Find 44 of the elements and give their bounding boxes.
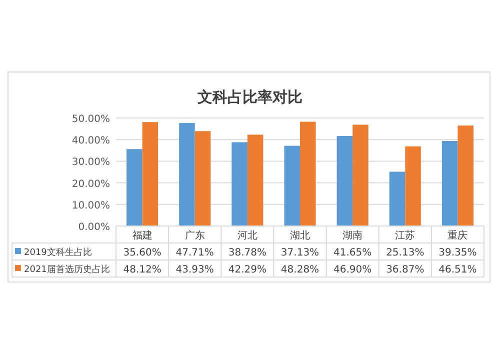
data-label: 36.87% xyxy=(386,264,424,276)
bar xyxy=(179,122,195,226)
bar xyxy=(247,134,264,226)
bar xyxy=(142,122,158,226)
bar xyxy=(232,142,248,226)
data-label: 39.35% xyxy=(438,248,477,258)
chart-title: 文科占比率对比 xyxy=(196,88,302,106)
x-tick-label: 湖北 xyxy=(290,230,310,242)
bar xyxy=(389,172,406,226)
data-label: 48.28% xyxy=(280,264,320,276)
legend-label: 2021届首选历史占比 xyxy=(24,264,110,275)
data-label: 47.71% xyxy=(176,248,214,258)
data-label: 42.29% xyxy=(228,264,266,276)
y-tick-label: 0.00% xyxy=(78,222,110,233)
data-label: 37.13% xyxy=(280,248,320,258)
x-tick-label: 重庆 xyxy=(448,230,468,242)
x-tick-label: 福建 xyxy=(132,230,152,242)
y-tick-label: 30.00% xyxy=(72,157,110,168)
bar xyxy=(442,141,458,226)
y-tick-label: 50.00% xyxy=(72,114,110,125)
x-tick-label: 河北 xyxy=(237,230,258,242)
data-label: 25.13% xyxy=(386,248,424,258)
y-tick-label: 10.00% xyxy=(72,200,110,212)
x-tick-label: 江苏 xyxy=(395,230,416,242)
data-label: 48.12% xyxy=(123,264,162,276)
bar xyxy=(284,146,300,226)
bar xyxy=(300,122,316,226)
data-label: 41.65% xyxy=(334,248,372,258)
y-tick-label: 20.00% xyxy=(72,178,110,190)
data-label: 43.93% xyxy=(176,264,214,276)
data-label: 35.60% xyxy=(123,248,162,258)
legend-label: 2019文科生占比 xyxy=(24,247,92,258)
bar xyxy=(194,131,211,226)
x-tick-label: 广东 xyxy=(184,230,205,242)
y-tick-label: 40.00% xyxy=(72,136,110,147)
bar xyxy=(352,124,368,226)
data-label: 38.78% xyxy=(228,248,266,258)
bar xyxy=(126,149,142,226)
bar xyxy=(405,146,421,226)
x-tick-label: 湖南 xyxy=(342,230,363,242)
data-label: 46.90% xyxy=(334,264,372,276)
data-label: 46.51% xyxy=(438,264,477,276)
bar xyxy=(458,126,474,226)
bar xyxy=(336,136,353,226)
